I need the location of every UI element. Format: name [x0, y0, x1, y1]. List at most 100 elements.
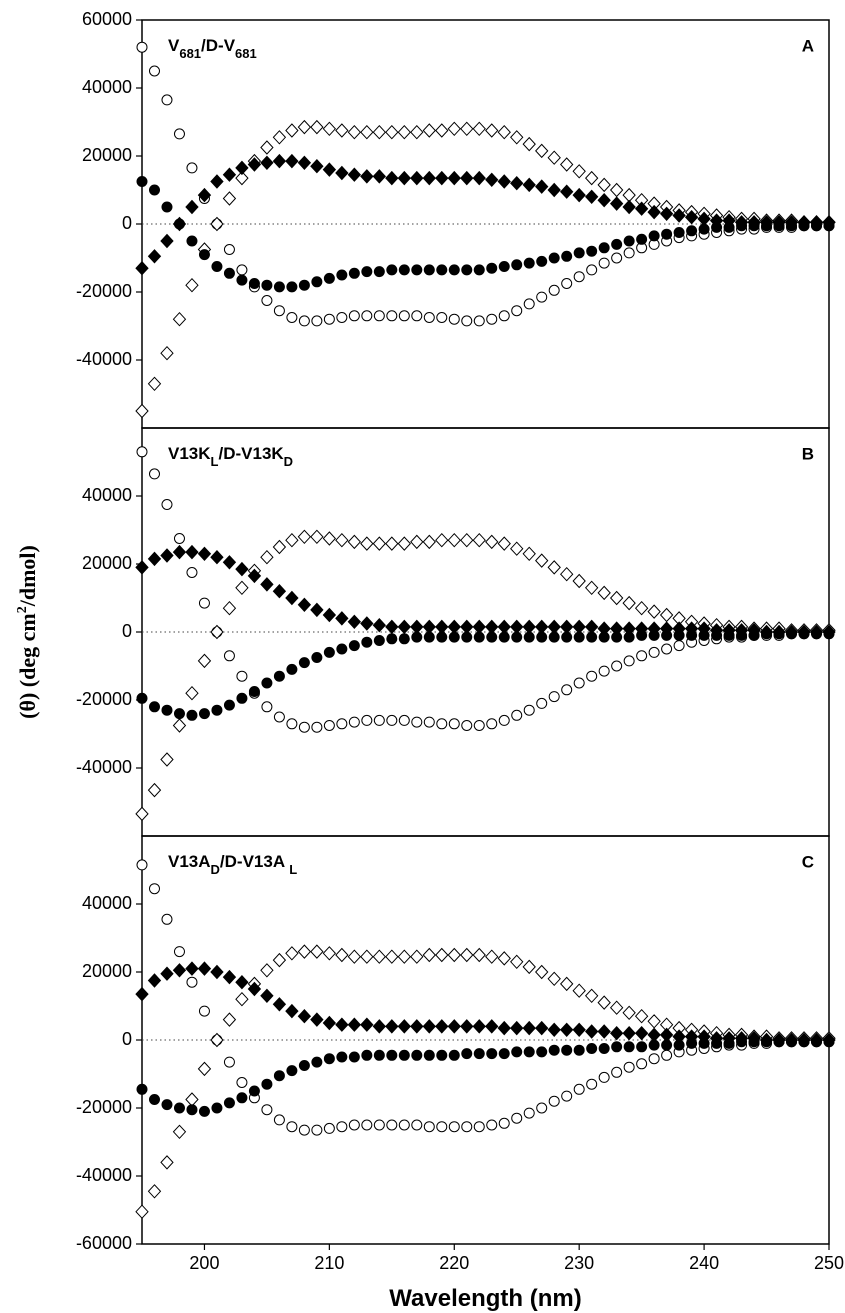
data-point: [335, 1017, 349, 1032]
data-point: [536, 1046, 548, 1058]
data-point: [536, 255, 548, 267]
data-point: [222, 167, 237, 182]
data-point: [460, 170, 474, 186]
data-point: [461, 1048, 473, 1060]
data-point: [560, 1022, 574, 1038]
data-point: [648, 646, 660, 658]
data-point: [586, 264, 598, 276]
data-point: [135, 986, 149, 1002]
data-point: [348, 1119, 360, 1131]
data-point: [286, 1121, 298, 1133]
data-point: [260, 577, 274, 592]
data-point: [535, 964, 549, 980]
data-point: [310, 158, 324, 174]
data-point: [172, 216, 187, 232]
data-point: [498, 1117, 510, 1129]
data-point: [386, 310, 398, 322]
data-point: [273, 711, 285, 723]
data-point: [273, 1114, 285, 1126]
data-point: [397, 1019, 411, 1034]
data-point: [422, 619, 436, 635]
data-point: [285, 1003, 299, 1019]
data-point: [548, 1095, 560, 1107]
data-point: [784, 624, 799, 640]
data-point: [223, 267, 235, 279]
data-point: [397, 619, 411, 635]
data-point: [447, 619, 461, 635]
data-point: [511, 259, 523, 271]
data-point: [623, 235, 635, 247]
data-point: [373, 1049, 385, 1061]
data-point: [797, 1032, 811, 1048]
data-point: [485, 534, 499, 550]
data-point: [536, 697, 548, 709]
data-point: [547, 150, 561, 165]
y-tick-label: -60000: [76, 1233, 132, 1253]
data-point: [609, 196, 624, 211]
text-part: /D-V13A: [220, 852, 289, 871]
data-point: [223, 699, 235, 711]
data-point: [236, 692, 248, 704]
data-point: [597, 177, 611, 193]
data-point: [273, 670, 285, 682]
data-point: [772, 1032, 786, 1048]
data-point: [472, 947, 486, 963]
data-point: [423, 716, 435, 728]
data-point: [547, 560, 561, 575]
data-point: [609, 621, 624, 636]
data-point: [298, 315, 310, 327]
data-point: [709, 623, 724, 638]
data-point: [335, 165, 349, 181]
data-point: [311, 1124, 323, 1136]
data-point: [498, 1048, 510, 1060]
data-point: [347, 534, 362, 550]
data-point: [609, 1025, 624, 1041]
data-point: [297, 155, 312, 171]
data-point: [135, 260, 149, 276]
data-point: [573, 247, 585, 259]
data-point: [623, 247, 635, 259]
data-point: [336, 1051, 348, 1063]
data-point: [285, 532, 299, 548]
data-point: [561, 278, 573, 289]
data-point: [447, 1019, 461, 1034]
data-point: [597, 585, 611, 601]
data-point: [160, 345, 174, 361]
data-point: [522, 136, 536, 152]
data-point: [560, 184, 574, 199]
data-point: [186, 1104, 198, 1116]
data-point: [373, 635, 385, 646]
data-point: [222, 191, 237, 206]
text-part: 681: [179, 46, 201, 61]
data-point: [161, 94, 173, 106]
data-point: [298, 1124, 310, 1136]
data-point: [311, 276, 323, 288]
data-point: [322, 162, 337, 177]
data-point: [584, 170, 599, 186]
data-point: [423, 312, 435, 323]
data-point: [522, 177, 536, 193]
data-point: [373, 714, 385, 726]
data-point: [322, 1015, 337, 1031]
data-point: [186, 235, 198, 247]
text-part: (θ) (deg cm: [15, 613, 40, 719]
data-point: [148, 468, 160, 480]
data-point: [272, 539, 287, 555]
data-point: [647, 1014, 661, 1029]
data-point: [647, 1027, 661, 1043]
data-point: [584, 988, 599, 1004]
data-point: [361, 636, 373, 648]
panel-letter: B: [802, 444, 814, 463]
data-point: [285, 123, 299, 138]
data-point: [210, 174, 224, 189]
data-point: [136, 176, 148, 187]
data-point: [473, 315, 485, 327]
data-point: [423, 1049, 435, 1061]
data-point: [286, 1065, 298, 1077]
data-point: [160, 752, 174, 767]
data-point: [148, 65, 160, 77]
data-point: [448, 264, 460, 276]
data-point: [461, 315, 473, 327]
data-point: [661, 228, 673, 240]
